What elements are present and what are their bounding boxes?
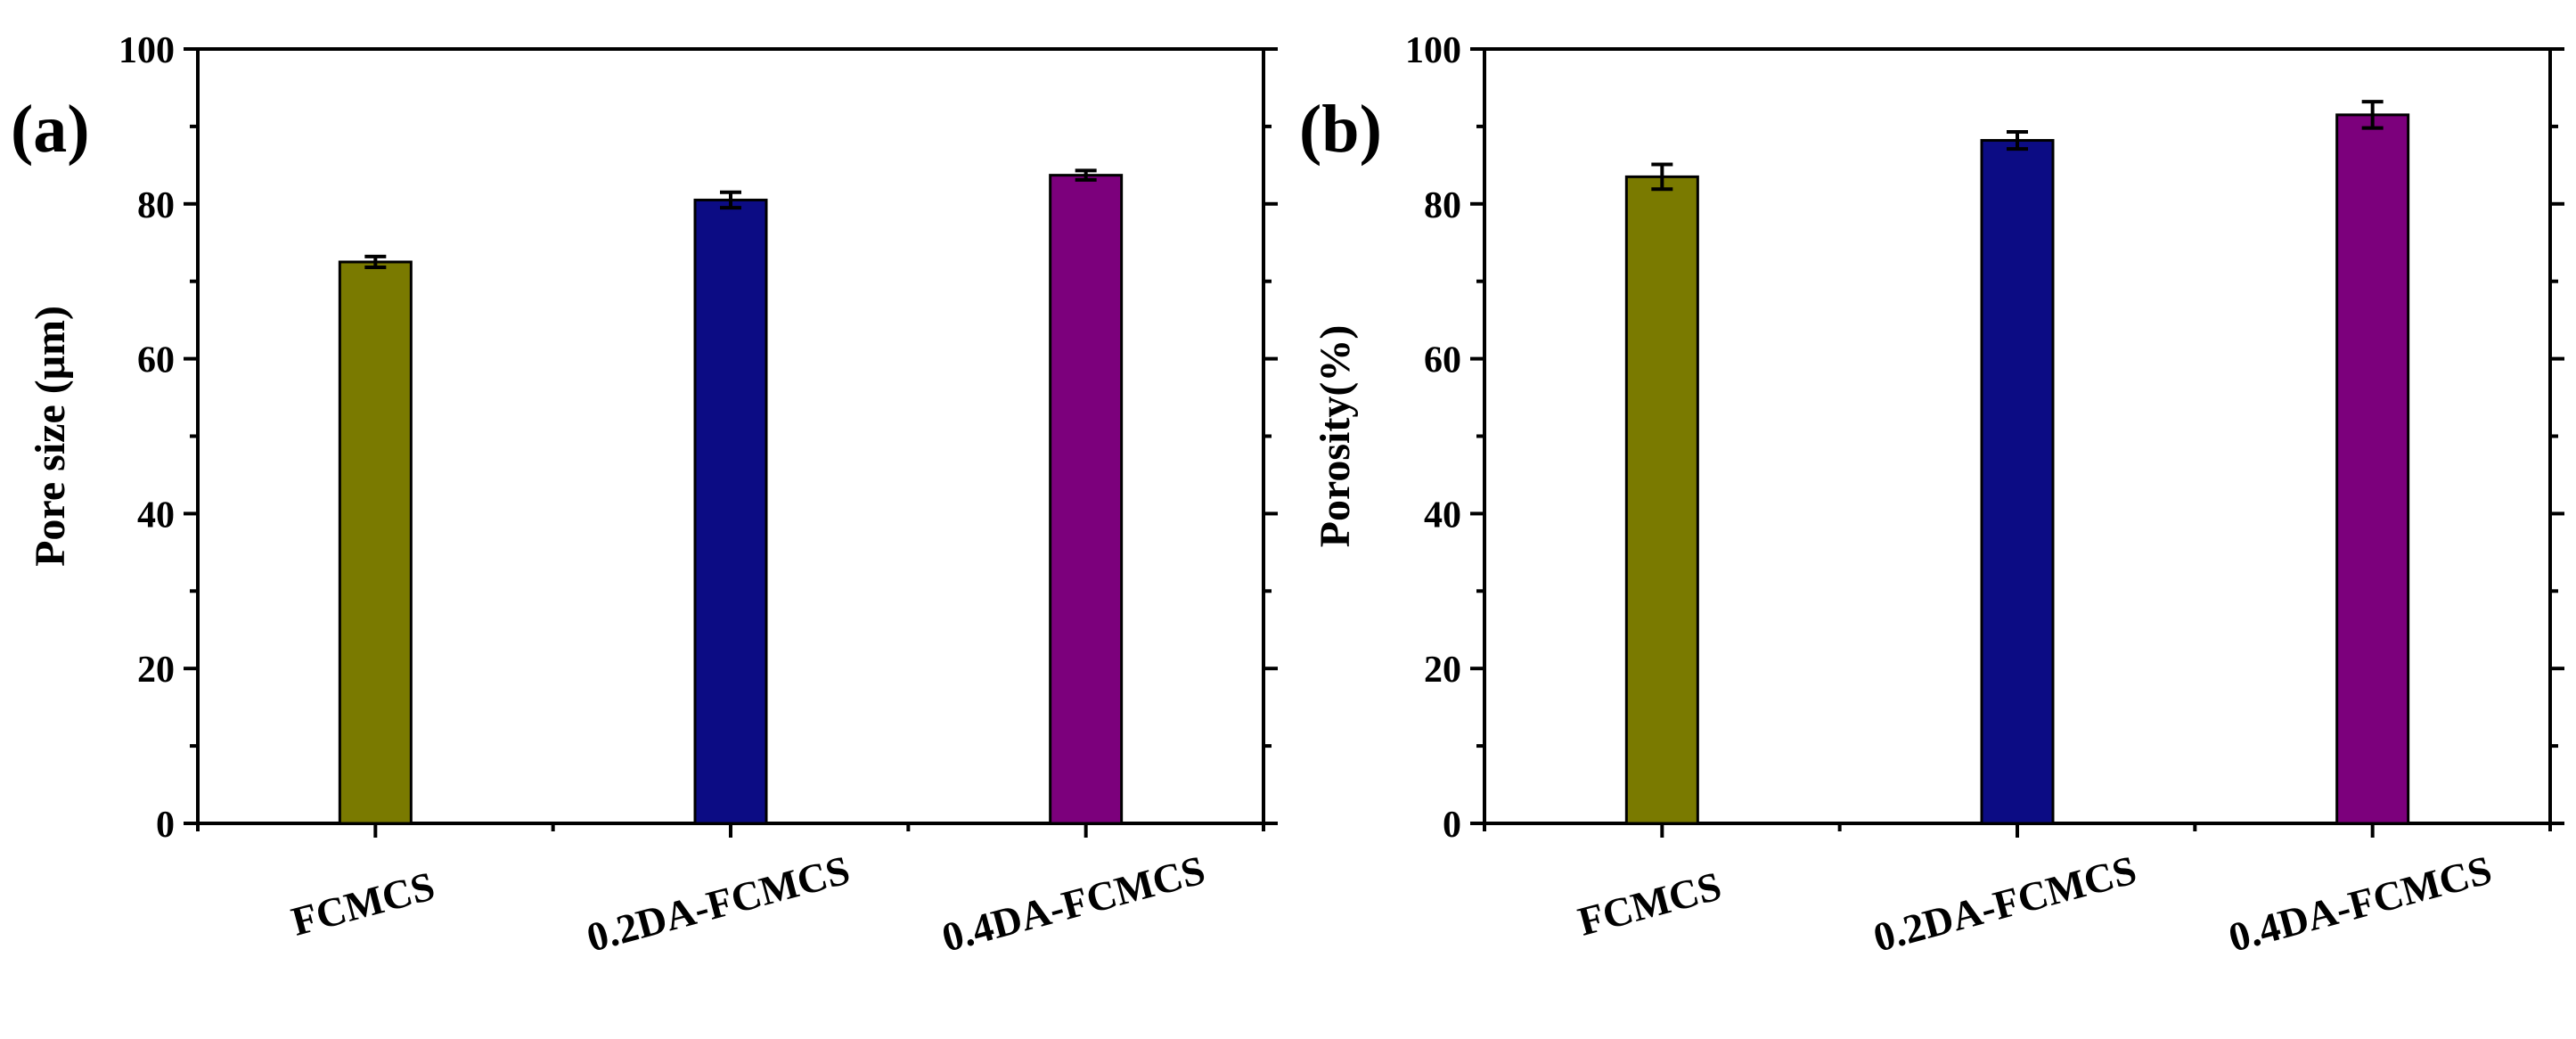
y-tick-label: 40 xyxy=(1424,495,1461,536)
y-tick-label: 20 xyxy=(1424,650,1461,691)
panel-a: 0 20 40 60 80 100 FCMCS 0.2DA-FCMCS 0.4DA-FCMCS P… xyxy=(11,30,1278,961)
y-axis-title: Pore size (μm) xyxy=(27,306,74,567)
y-tick-label: 100 xyxy=(1405,30,1461,71)
x-category-label: FCMCS xyxy=(287,863,439,945)
bar-02da-fcmcs xyxy=(693,198,768,825)
y-tick-label: 20 xyxy=(137,650,175,691)
x-category-label: 0.4DA-FCMCS xyxy=(937,847,1210,961)
x-category-label: FCMCS xyxy=(1574,863,1726,945)
panel-label: (b) xyxy=(1299,92,1382,167)
y-tick-label: 40 xyxy=(137,495,175,536)
y-tick-label: 0 xyxy=(156,805,175,846)
bar-fcmcs xyxy=(338,260,413,825)
bar-fcmcs xyxy=(1624,175,1699,825)
y-tick-label: 80 xyxy=(1424,185,1461,226)
y-tick-label: 60 xyxy=(1424,340,1461,381)
y-tick-label: 80 xyxy=(137,185,175,226)
x-category-label: 0.2DA-FCMCS xyxy=(1869,847,2141,961)
y-tick-label: 100 xyxy=(119,30,175,71)
x-category-label: 0.2DA-FCMCS xyxy=(582,847,855,961)
x-category-label: 0.4DA-FCMCS xyxy=(2224,847,2497,961)
bar-04da-fcmcs xyxy=(1049,174,1124,825)
y-tick-label: 60 xyxy=(137,340,175,381)
bar-02da-fcmcs xyxy=(1980,139,2055,825)
panel-label: (a) xyxy=(11,92,90,167)
y-axis-title: Porosity(%) xyxy=(1312,325,1359,548)
y-tick-label: 0 xyxy=(1443,805,1461,846)
panel-b: 0 20 40 60 80 100 FCMCS 0.2DA-FCMCS 0.4DA-FCMCS P… xyxy=(1299,30,2564,961)
bar-04da-fcmcs xyxy=(2335,113,2410,825)
